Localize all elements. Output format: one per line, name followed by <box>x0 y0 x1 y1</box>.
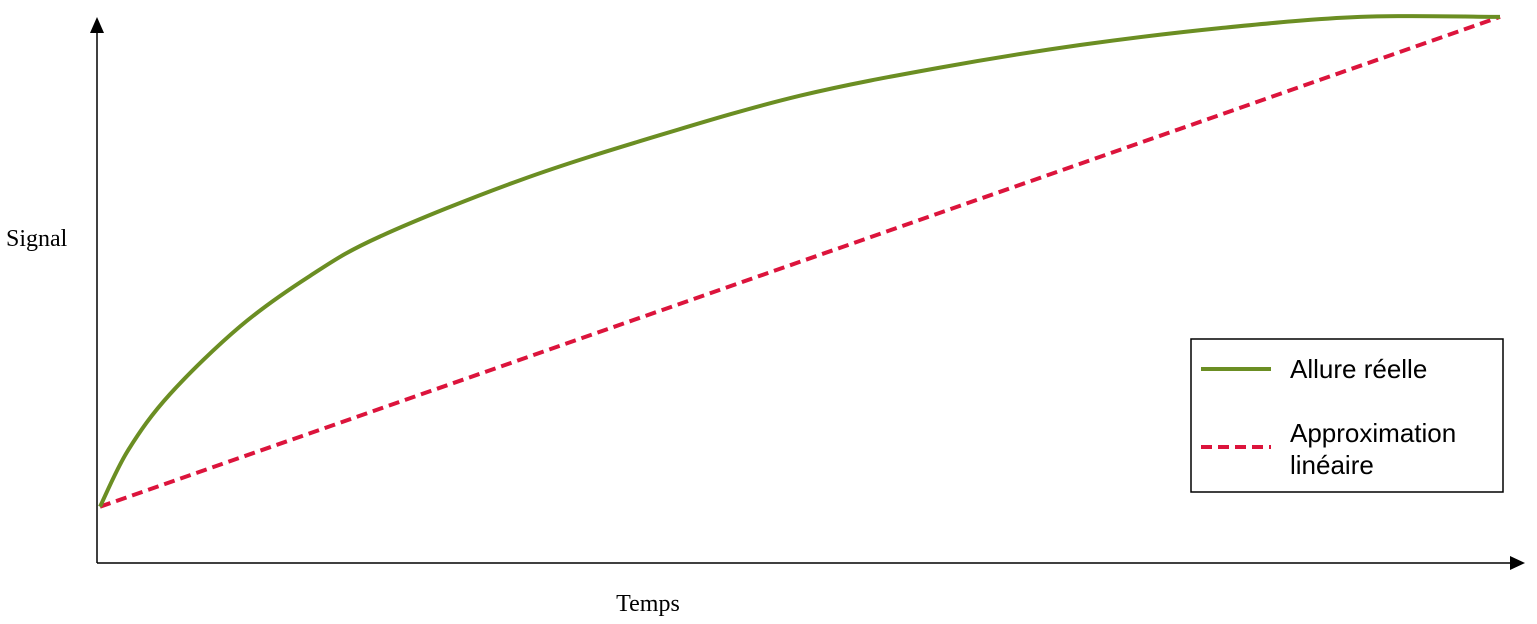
legend-label-allure-reelle: Allure réelle <box>1290 354 1427 384</box>
y-axis-title: Signal <box>6 226 68 252</box>
series-layer <box>98 14 1501 509</box>
series-line-approximation-lineaire <box>99 15 1501 509</box>
legend: Allure réelle Approximation linéaire <box>1190 338 1504 493</box>
series-line-allure-reelle <box>98 14 1501 508</box>
legend-label-approximation-line2: linéaire <box>1290 450 1374 480</box>
y-axis-arrow <box>90 17 104 33</box>
legend-box <box>1190 338 1504 493</box>
legend-label-approximation-line1: Approximation <box>1290 418 1456 448</box>
x-axis-arrow <box>1510 556 1525 570</box>
x-axis-title: Temps <box>616 591 680 617</box>
